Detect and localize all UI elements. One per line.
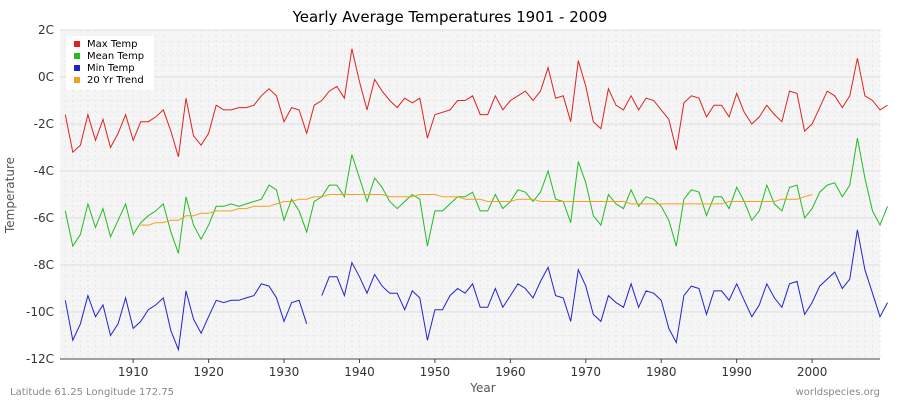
series-lines — [64, 48, 888, 352]
y-tick-label: -12C — [26, 352, 54, 366]
x-tick-label: 1980 — [646, 365, 677, 379]
legend-label: Min Temp — [87, 63, 135, 74]
y-tick-label: -8C — [34, 258, 54, 272]
legend-box — [66, 36, 154, 90]
x-tick-label: 1920 — [193, 365, 224, 379]
x-tick-label: 1970 — [571, 365, 602, 379]
y-tick-label: -6C — [34, 211, 54, 225]
x-axis-title: Year — [469, 381, 495, 395]
chart-title: Yearly Average Temperatures 1901 - 2009 — [292, 8, 608, 26]
y-tick-label: -4C — [34, 164, 54, 178]
series-line-20-yr-trend — [140, 194, 813, 226]
x-tick-label: 1910 — [118, 365, 149, 379]
location-label: Latitude 61.25 Longitude 172.75 — [10, 387, 174, 398]
y-tick-label: 2C — [38, 23, 54, 37]
series-line-min-temp — [64, 229, 888, 352]
y-tick-labels: 2C 0C -2C -4C -6C -8C -10C -12C — [26, 23, 54, 366]
y-axis-title: Temperature — [3, 157, 17, 234]
x-tick-labels: 1910 1920 1930 1940 1950 1960 1970 1980 1990 2000 — [118, 359, 827, 379]
series-line-max-temp — [64, 48, 888, 158]
legend-label: Mean Temp — [87, 51, 144, 62]
x-tick-label: 1930 — [269, 365, 300, 379]
x-tick-label: 1950 — [420, 365, 451, 379]
x-tick-label: 1990 — [721, 365, 752, 379]
series-line-mean-temp — [64, 138, 888, 254]
x-tick-label: 1940 — [344, 365, 375, 379]
legend-swatch — [74, 65, 80, 71]
y-tick-label: -10C — [26, 305, 54, 319]
legend-swatch — [74, 41, 80, 47]
y-tick-label: 0C — [38, 70, 54, 84]
x-tick-label: 1960 — [495, 365, 526, 379]
x-tick-label: 2000 — [797, 365, 828, 379]
y-tick-label: -2C — [34, 117, 54, 131]
grid — [60, 29, 881, 360]
source-label: worldspecies.org — [796, 387, 880, 398]
legend-label: Max Temp — [87, 39, 138, 50]
legend-label: 20 Yr Trend — [87, 75, 144, 86]
legend-swatch — [74, 77, 80, 83]
legend-swatch — [74, 53, 80, 59]
